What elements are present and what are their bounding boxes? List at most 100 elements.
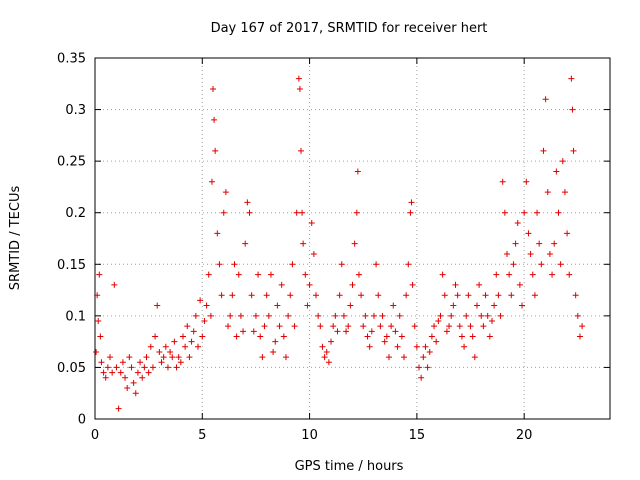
data-point: [336, 292, 343, 299]
data-point: [192, 312, 199, 319]
x-axis-label: GPS time / hours: [295, 459, 404, 474]
y-tick-label: 0.05: [57, 361, 86, 376]
data-point: [293, 209, 300, 216]
data-point: [117, 369, 124, 376]
data-point: [531, 292, 538, 299]
data-point: [252, 312, 259, 319]
data-point: [411, 323, 418, 330]
data-point: [426, 348, 433, 355]
data-point: [119, 359, 126, 366]
data-point: [401, 354, 407, 361]
data-point: [231, 261, 238, 268]
data-point: [418, 374, 425, 381]
data-point: [366, 343, 373, 350]
data-point: [546, 250, 553, 257]
data-point: [551, 240, 558, 247]
data-point: [257, 333, 264, 340]
x-tick-label: 5: [198, 428, 206, 443]
data-point: [354, 168, 361, 175]
data-point: [317, 323, 324, 330]
data-point: [403, 292, 410, 299]
data-point: [203, 302, 210, 309]
data-point: [358, 292, 365, 299]
data-point: [437, 312, 444, 319]
data-point: [137, 359, 144, 366]
data-point: [235, 271, 242, 278]
data-point: [383, 333, 390, 340]
data-point: [516, 281, 523, 288]
data-point: [561, 189, 568, 196]
data-point: [141, 364, 148, 371]
data-point: [164, 364, 171, 371]
data-point: [167, 348, 174, 355]
y-tick-label: 0.3: [65, 103, 86, 118]
data-point: [413, 343, 420, 350]
data-point: [579, 323, 586, 330]
data-point: [351, 240, 358, 247]
data-point: [345, 323, 352, 330]
data-point: [98, 359, 105, 366]
data-point: [222, 189, 229, 196]
data-point: [211, 116, 218, 123]
data-point: [456, 323, 463, 330]
data-point: [362, 312, 369, 319]
data-point: [347, 302, 354, 309]
data-point: [544, 189, 551, 196]
data-point: [538, 261, 545, 268]
data-point: [310, 250, 317, 257]
data-point: [179, 333, 186, 340]
data-point: [300, 240, 307, 247]
data-point: [379, 312, 386, 319]
data-point: [458, 333, 465, 340]
data-point: [510, 261, 517, 268]
data-point: [488, 318, 495, 325]
data-point: [501, 209, 508, 216]
data-point: [506, 271, 513, 278]
data-point: [428, 333, 435, 340]
data-point: [476, 281, 483, 288]
data-point: [473, 302, 480, 309]
data-point: [396, 312, 403, 319]
data-point: [240, 328, 247, 335]
data-point: [272, 338, 279, 345]
data-point: [111, 281, 118, 288]
data-point: [570, 147, 577, 154]
data-point: [431, 323, 438, 330]
data-point: [244, 199, 251, 206]
data-point: [109, 369, 116, 376]
data-point: [355, 271, 362, 278]
data-point: [504, 250, 510, 257]
data-point: [145, 369, 152, 376]
point-layer: [93, 75, 586, 412]
data-point: [177, 359, 184, 366]
data-point: [287, 292, 294, 299]
data-point: [250, 328, 257, 335]
data-point: [555, 209, 562, 216]
data-point: [210, 85, 217, 92]
data-point: [270, 348, 277, 355]
data-point: [450, 302, 457, 309]
data-point: [482, 292, 489, 299]
data-point: [461, 343, 468, 350]
data-point: [113, 364, 120, 371]
data-point: [424, 364, 431, 371]
label-layer: 0 0.05 0.1 0.15 0.2 0.25 0.3 0.35 0 5 10 15 20: [57, 52, 532, 444]
data-point: [390, 302, 397, 309]
data-point: [267, 271, 274, 278]
data-point: [295, 75, 302, 82]
data-point: [471, 354, 478, 361]
data-point: [173, 364, 180, 371]
data-point: [486, 333, 493, 340]
data-point: [388, 323, 395, 330]
data-point: [381, 338, 388, 345]
data-point: [340, 312, 347, 319]
data-point: [493, 271, 500, 278]
data-point: [139, 374, 146, 381]
data-point: [184, 323, 191, 330]
data-point: [557, 261, 564, 268]
data-point: [529, 271, 536, 278]
y-tick-label: 0.1: [65, 309, 86, 324]
data-point: [559, 158, 566, 165]
data-point: [299, 209, 306, 216]
data-point: [237, 312, 244, 319]
